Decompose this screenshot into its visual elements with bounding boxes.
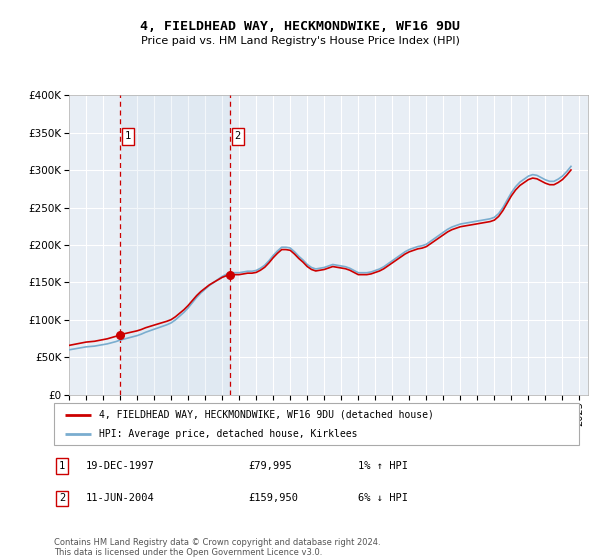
Bar xyxy=(119,95,230,395)
Text: 1: 1 xyxy=(59,461,65,471)
Text: 4, FIELDHEAD WAY, HECKMONDWIKE, WF16 9DU (detached house): 4, FIELDHEAD WAY, HECKMONDWIKE, WF16 9DU… xyxy=(98,409,433,419)
Text: Price paid vs. HM Land Registry's House Price Index (HPI): Price paid vs. HM Land Registry's House … xyxy=(140,36,460,46)
FancyBboxPatch shape xyxy=(54,403,579,445)
Text: 2: 2 xyxy=(235,132,241,141)
Text: £79,995: £79,995 xyxy=(248,461,292,471)
Text: 11-JUN-2004: 11-JUN-2004 xyxy=(86,493,154,503)
Text: £159,950: £159,950 xyxy=(248,493,298,503)
Text: 19-DEC-1997: 19-DEC-1997 xyxy=(86,461,154,471)
Text: 6% ↓ HPI: 6% ↓ HPI xyxy=(359,493,409,503)
Text: 1% ↑ HPI: 1% ↑ HPI xyxy=(359,461,409,471)
Text: 4, FIELDHEAD WAY, HECKMONDWIKE, WF16 9DU: 4, FIELDHEAD WAY, HECKMONDWIKE, WF16 9DU xyxy=(140,20,460,32)
Text: 2: 2 xyxy=(59,493,65,503)
Text: 1: 1 xyxy=(125,132,131,141)
Text: HPI: Average price, detached house, Kirklees: HPI: Average price, detached house, Kirk… xyxy=(98,429,357,439)
Text: Contains HM Land Registry data © Crown copyright and database right 2024.
This d: Contains HM Land Registry data © Crown c… xyxy=(54,538,380,557)
